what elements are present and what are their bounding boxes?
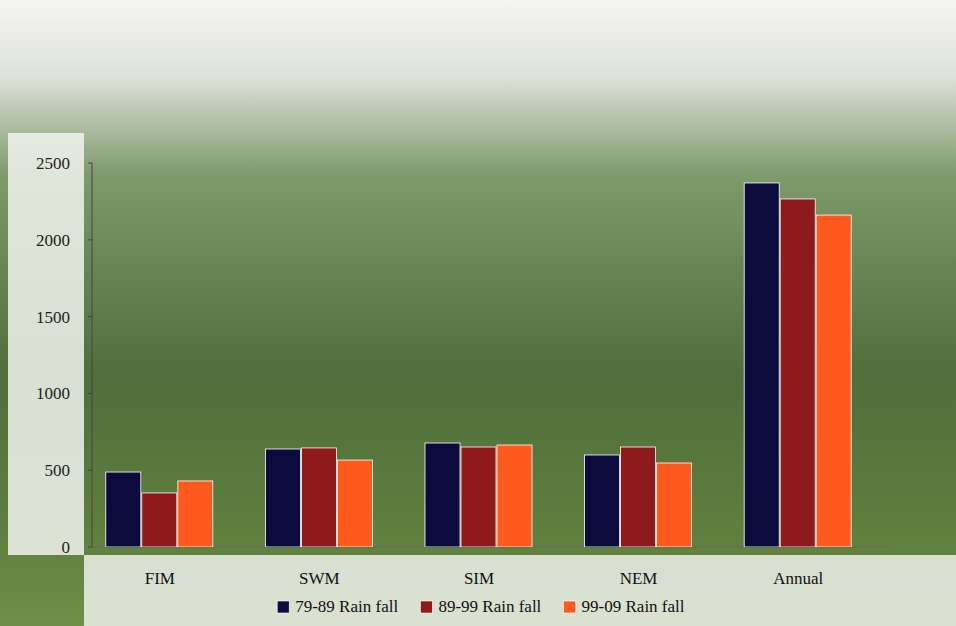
y-tick-label: 500 <box>45 461 71 480</box>
y-tick-label: 2500 <box>36 154 70 173</box>
y-tick <box>88 393 92 394</box>
legend-swatch <box>420 601 432 613</box>
legend-item: 79-89 Rain fall <box>277 597 398 616</box>
y-tick <box>88 547 92 548</box>
y-tick <box>88 470 92 471</box>
legend-label: 79-89 Rain fall <box>295 597 398 616</box>
legend-label: 89-99 Rain fall <box>438 597 541 616</box>
legend-label: 99-09 Rain fall <box>582 597 685 616</box>
y-axis <box>92 163 93 547</box>
bar <box>585 455 620 547</box>
y-tick <box>88 163 92 164</box>
legend-item: 99-09 Rain fall <box>564 597 685 616</box>
y-tick-label: 1000 <box>36 384 70 403</box>
bar <box>744 183 779 547</box>
legend-item: 89-99 Rain fall <box>420 597 541 616</box>
chart: 0 500 1000 1500 2000 2500 FIM SWM SIM NEM Annual 79… <box>0 0 956 626</box>
bar <box>425 443 460 547</box>
bars <box>106 183 851 547</box>
legend: 79-89 Rain fall 89-99 Rain fall 99-09 Rain… <box>277 597 685 616</box>
bottom-panel <box>84 555 956 626</box>
bar <box>461 447 496 547</box>
x-tick-label: FIM <box>145 569 175 588</box>
x-tick-label: SIM <box>464 569 494 588</box>
bar <box>621 447 656 547</box>
legend-swatch <box>277 601 289 613</box>
bar <box>106 472 141 547</box>
legend-swatch <box>564 601 576 613</box>
y-tick <box>88 316 92 317</box>
bar <box>142 493 177 547</box>
bar <box>265 449 300 547</box>
bar <box>178 481 213 547</box>
y-tick-label: 2000 <box>36 231 70 250</box>
bar <box>301 448 336 547</box>
y-tick-label: 1500 <box>36 308 70 327</box>
bar <box>337 460 372 547</box>
bar <box>816 215 851 547</box>
background <box>0 0 956 626</box>
y-tick-label: 0 <box>62 538 71 557</box>
axis-panel <box>8 133 84 555</box>
x-tick-label: Annual <box>773 569 823 588</box>
x-tick-label: SWM <box>299 569 340 588</box>
bar <box>657 463 692 547</box>
bar <box>780 199 815 547</box>
x-tick-label: NEM <box>620 569 658 588</box>
bar <box>497 445 532 547</box>
y-tick <box>88 239 92 240</box>
